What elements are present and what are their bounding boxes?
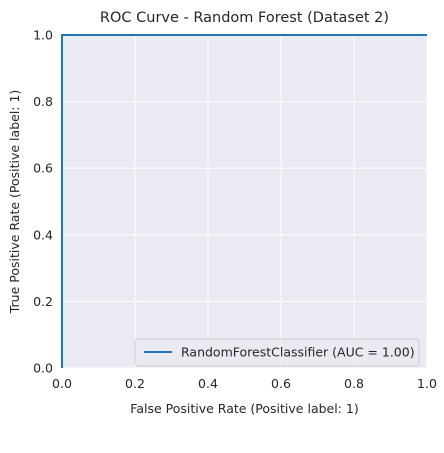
x-tick-labels: 0.0 0.2 0.4 0.6 0.8 1.0 [52,376,437,391]
x-tick-label: 0.2 [125,376,145,391]
y-axis-label: True Positive Rate (Positive label: 1) [7,90,22,315]
plot-background [62,35,427,368]
chart-title: ROC Curve - Random Forest (Dataset 2) [100,10,389,26]
legend-box [134,338,420,367]
x-tick-label: 0.0 [52,376,72,391]
roc-curve-line [61,34,427,368]
y-tick-label: 0.8 [33,94,53,109]
legend-entry-label: RandomForestClassifier (AUC = 1.00) [181,345,415,360]
series-layer [61,34,427,368]
x-tick-label: 1.0 [417,376,437,391]
y-tick-label: 0.2 [33,294,53,309]
x-tick-label: 0.6 [271,376,291,391]
x-axis-label: False Positive Rate (Positive label: 1) [130,401,358,416]
x-tick-label: 0.4 [198,376,218,391]
legend: RandomForestClassifier (AUC = 1.00) [134,338,420,367]
y-tick-label: 0.4 [33,227,53,242]
y-tick-label: 0.6 [33,161,53,176]
y-tick-label: 0.0 [33,361,53,376]
y-tick-labels: 0.0 0.2 0.4 0.6 0.8 1.0 [33,28,53,376]
x-tick-label: 0.8 [344,376,364,391]
y-tick-label: 1.0 [33,28,53,43]
